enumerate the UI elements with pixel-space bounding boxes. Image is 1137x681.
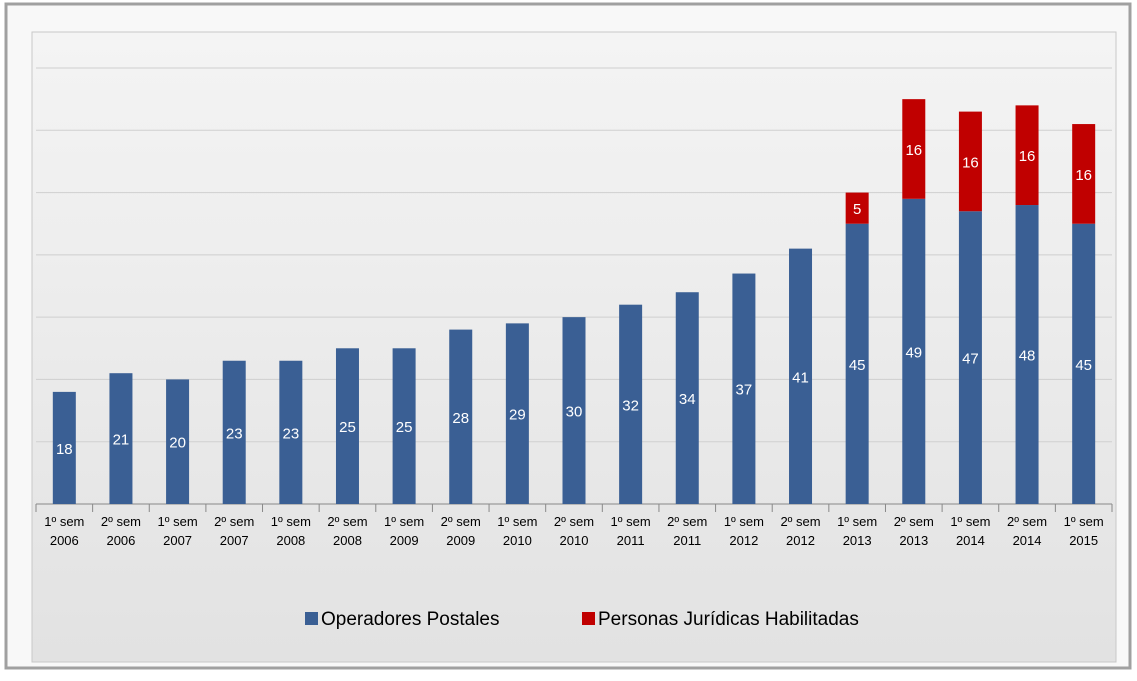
bar (222, 360, 246, 504)
x-tick-label: 1º sem 2006 (44, 514, 85, 548)
legend-swatch (305, 612, 318, 625)
x-tick-label: 2º sem 2007 (214, 514, 255, 548)
bar (732, 273, 756, 504)
x-tick-label: 1º sem 2014 (950, 514, 991, 548)
x-tick-label: 1º sem 2012 (723, 514, 764, 548)
bar (562, 317, 586, 504)
x-tick-label: 2º sem 2008 (327, 514, 368, 548)
data-label: 45 (849, 357, 866, 374)
data-label: 16 (1019, 148, 1036, 165)
x-tick-label: 2º sem 2014 (1006, 514, 1048, 548)
bar (166, 379, 190, 504)
data-label: 16 (905, 142, 922, 159)
x-tick-label: 2º sem 2013 (893, 514, 934, 548)
data-label: 45 (1075, 357, 1092, 374)
x-tick-label: 1º sem 2008 (270, 514, 311, 548)
x-tick-label: 1º sem 2010 (497, 514, 538, 548)
bar (505, 323, 529, 504)
data-label: 47 (962, 351, 979, 368)
bar (902, 198, 926, 505)
x-tick-label: 1º sem 2007 (157, 514, 198, 548)
bar (449, 329, 473, 504)
data-label: 16 (962, 154, 979, 171)
bar (958, 111, 982, 212)
data-label: 34 (679, 391, 696, 408)
data-label: 28 (452, 410, 469, 427)
bar (109, 373, 133, 504)
data-label: 29 (509, 407, 526, 424)
bar (619, 304, 643, 504)
x-tick-label: 2º sem 2011 (667, 514, 708, 548)
x-tick-label: 2º sem 2010 (553, 514, 595, 548)
bar (1015, 205, 1039, 504)
x-tick-label: 1º sem 2013 (837, 514, 878, 548)
bar (789, 248, 813, 504)
bar (675, 292, 699, 504)
data-label: 25 (396, 419, 413, 436)
bar (279, 360, 303, 504)
data-label: 20 (169, 435, 186, 452)
bar (335, 348, 359, 504)
x-tick-label: 1º sem 2011 (610, 514, 651, 548)
bar (902, 99, 926, 199)
data-label: 23 (226, 425, 243, 442)
bar (958, 211, 982, 504)
bar (1072, 124, 1096, 224)
data-label: 16 (1075, 167, 1092, 184)
data-label: 18 (56, 441, 73, 458)
x-tick-label: 1º sem 2015 (1063, 514, 1104, 548)
data-label: 30 (566, 404, 583, 421)
bar (845, 223, 869, 504)
data-label: 5 (853, 201, 861, 218)
data-label: 32 (622, 397, 639, 414)
data-label: 23 (282, 425, 299, 442)
x-tick-label: 2º sem 2012 (780, 514, 821, 548)
x-tick-label: 2º sem 2006 (100, 514, 142, 548)
bar (1015, 105, 1039, 206)
bar (845, 192, 869, 224)
x-tick-label: 1º sem 2009 (384, 514, 425, 548)
data-label: 25 (339, 419, 356, 436)
data-label: 41 (792, 369, 809, 386)
data-label: 49 (905, 344, 922, 361)
bar (392, 348, 416, 504)
x-tick-label: 2º sem 2009 (440, 514, 481, 548)
legend-label: Operadores Postales (321, 609, 500, 630)
data-label: 48 (1019, 347, 1036, 364)
data-label: 37 (736, 382, 753, 399)
legend-swatch (582, 612, 595, 625)
legend-label: Personas Jurídicas Habilitadas (598, 609, 859, 630)
bar (52, 391, 76, 504)
data-label: 21 (113, 432, 130, 449)
bar (1072, 223, 1096, 504)
